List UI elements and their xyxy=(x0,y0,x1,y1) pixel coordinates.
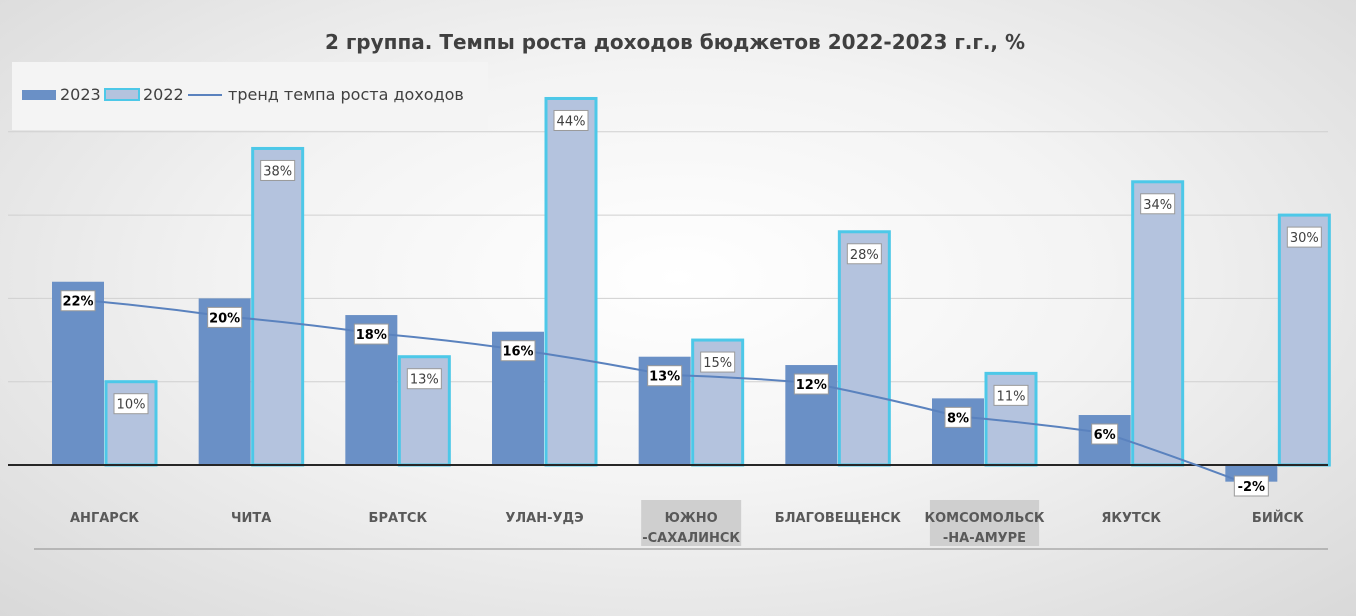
data-label-2023: 18% xyxy=(356,328,387,343)
category-label-bg xyxy=(929,500,1040,546)
data-label-2023: 22% xyxy=(62,295,93,310)
legend-box xyxy=(12,62,488,130)
data-label-2022: 10% xyxy=(117,398,146,413)
legend-swatch-2023 xyxy=(22,90,56,100)
data-label-2022: 28% xyxy=(850,248,879,263)
legend: 2023 2022 тренд темпа роста доходов xyxy=(22,85,464,104)
data-label-2023: 20% xyxy=(209,311,240,326)
legend-label-trend: тренд темпа роста доходов xyxy=(228,85,464,104)
data-label-2023: 8% xyxy=(947,411,969,426)
data-label-2023: -2% xyxy=(1238,480,1265,495)
data-label-2023-box xyxy=(944,406,972,428)
data-label-2023-box xyxy=(353,323,389,345)
data-label-2023-box xyxy=(60,290,96,312)
data-label-2022: 30% xyxy=(1290,231,1319,246)
data-label-2022-box xyxy=(260,159,296,181)
bar-2022 xyxy=(1277,213,1331,467)
data-label-2022: 15% xyxy=(703,356,732,371)
data-label-2023-box xyxy=(647,365,683,387)
data-label-2023: 13% xyxy=(649,370,680,385)
category-label: ЮЖНО xyxy=(665,511,718,526)
data-labels: 22% 10% 20% 38% 18% 13% 16% 44% 13% 15% 12% 28% 8% 11… xyxy=(60,109,1322,497)
bar-2022 xyxy=(837,230,891,467)
data-label-2022: 11% xyxy=(997,389,1026,404)
chart-title: 2 группа. Темпы роста доходов бюджетов 2… xyxy=(325,30,1025,54)
legend-label-2022: 2022 xyxy=(143,85,184,104)
bar-2023 xyxy=(52,281,104,465)
data-label-2022-box xyxy=(553,109,589,131)
data-label-2022-box xyxy=(113,393,149,415)
data-label-2022: 34% xyxy=(1143,198,1172,213)
legend-label-2023: 2023 xyxy=(60,85,101,104)
data-label-2022-box xyxy=(1286,226,1322,248)
category-label: УЛАН-УДЭ xyxy=(505,511,583,526)
bars xyxy=(8,96,1331,482)
data-label-2022-box xyxy=(700,351,736,373)
category-label: КОМСОМОЛЬСК xyxy=(924,511,1044,526)
data-label-2022-box xyxy=(1140,193,1176,215)
data-label-2023-box xyxy=(1091,423,1119,445)
data-label-2023: 12% xyxy=(796,378,827,393)
category-label: БЛАГОВЕЩЕНСК xyxy=(775,511,901,526)
bar-2022 xyxy=(1131,180,1185,467)
category-label-bg xyxy=(641,500,742,546)
bar-2022 xyxy=(544,96,598,467)
data-label-2023-box xyxy=(207,306,243,328)
bar-2022 xyxy=(251,146,305,467)
category-label: БРАТСК xyxy=(369,511,428,526)
data-label-2022-box xyxy=(993,384,1029,406)
category-label: -НА-АМУРЕ xyxy=(943,531,1026,546)
data-label-2022: 13% xyxy=(410,373,439,388)
category-label: БИЙСК xyxy=(1252,510,1304,526)
category-labels: АНГАРСК ЧИТА БРАТСК УЛАН-УДЭ ЮЖНО -САХАЛИНСК Б… xyxy=(70,500,1304,546)
data-label-2022: 44% xyxy=(557,114,586,129)
data-label-2023: 16% xyxy=(502,345,533,360)
data-label-2022-box xyxy=(406,368,442,390)
category-label: ЯКУТСК xyxy=(1101,511,1161,526)
category-label: АНГАРСК xyxy=(70,511,139,526)
data-label-2023: 6% xyxy=(1094,428,1116,443)
legend-swatch-2022 xyxy=(104,88,140,101)
data-label-2023-box xyxy=(1233,475,1269,497)
data-label-2022: 38% xyxy=(263,164,292,179)
category-label: ЧИТА xyxy=(231,511,271,526)
data-label-2022-box xyxy=(846,243,882,265)
data-label-2023-box xyxy=(793,373,829,395)
category-label: -САХАЛИНСК xyxy=(642,531,740,546)
data-label-2023-box xyxy=(500,340,536,362)
